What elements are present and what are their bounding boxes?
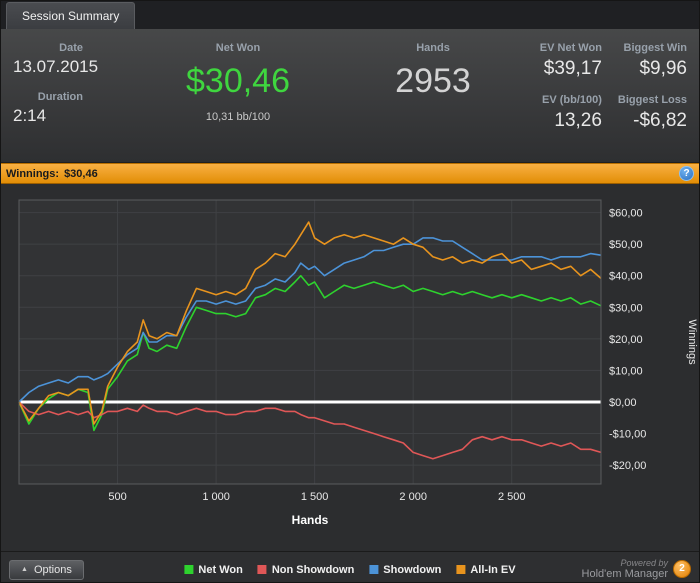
stats-header: Date 13.07.2015 Duration 2:14 Net Won $3… bbox=[1, 29, 699, 163]
ev-bb100-label: EV (bb/100) bbox=[542, 94, 602, 106]
date-label: Date bbox=[59, 42, 83, 54]
x-tick-label: 1 500 bbox=[301, 491, 329, 503]
y-tick-label: $0,00 bbox=[609, 397, 637, 409]
legend-label-all-in-ev: All-In EV bbox=[470, 563, 516, 576]
winnings-bar-label: Winnings: bbox=[6, 167, 60, 180]
y-tick-label: -$20,00 bbox=[609, 460, 646, 472]
options-button[interactable]: ▲ Options bbox=[9, 559, 84, 580]
y-tick-label: $50,00 bbox=[609, 239, 643, 251]
y-tick-label: $60,00 bbox=[609, 208, 643, 220]
ev-net-won-cell: EV Net Won $39,17 bbox=[540, 42, 602, 80]
y-tick-label: $30,00 bbox=[609, 302, 643, 314]
legend-label-non-showdown: Non Showdown bbox=[271, 563, 355, 576]
ev-net-won-label: EV Net Won bbox=[539, 42, 602, 54]
stats-hands: Hands 2953 bbox=[343, 42, 523, 154]
hm2-logo-icon: 2 bbox=[673, 560, 691, 579]
x-axis-title: Hands bbox=[292, 513, 329, 527]
hands-label: Hands bbox=[416, 42, 450, 54]
legend-item-non-showdown[interactable]: Non Showdown bbox=[257, 563, 355, 576]
powered-by-caption: Powered by bbox=[620, 557, 668, 568]
x-tick-label: 500 bbox=[108, 491, 126, 503]
winnings-title-bar: Winnings: $30,46 ? bbox=[1, 163, 699, 184]
x-tick-label: 2 000 bbox=[399, 491, 427, 503]
ev-net-won-value: $39,17 bbox=[543, 58, 602, 79]
y-tick-label: $40,00 bbox=[609, 271, 643, 283]
options-expand-icon: ▲ bbox=[21, 566, 28, 573]
series-all-in-ev bbox=[18, 221, 602, 425]
net-won-label: Net Won bbox=[215, 42, 261, 54]
biggest-win-cell: Biggest Win $9,96 bbox=[618, 42, 687, 80]
tab-session-summary[interactable]: Session Summary bbox=[6, 2, 136, 29]
y-tick-label: -$10,00 bbox=[609, 429, 646, 441]
net-won-bb100: 10,31 bb/100 bbox=[205, 111, 271, 123]
y-tick-label: $20,00 bbox=[609, 334, 643, 346]
footer-bar: ▲ Options Net Won Non Showdown Showdown All… bbox=[1, 551, 699, 582]
hands-value: 2953 bbox=[395, 62, 471, 100]
biggest-win-label: Biggest Win bbox=[623, 42, 687, 54]
ev-bb100-value: 13,26 bbox=[554, 110, 602, 131]
options-button-label: Options bbox=[33, 563, 72, 576]
duration-label: Duration bbox=[37, 91, 83, 103]
y-tick-label: $10,00 bbox=[609, 365, 643, 377]
x-tick-label: 1 000 bbox=[202, 491, 230, 503]
legend-item-all-in-ev[interactable]: All-In EV bbox=[456, 563, 516, 576]
brand-name: Hold'em Manager bbox=[581, 568, 668, 581]
legend-label-net-won: Net Won bbox=[198, 563, 243, 576]
y-axis-title: Winnings bbox=[686, 319, 698, 365]
series-non-showdown bbox=[18, 401, 602, 460]
stats-date-duration: Date 13.07.2015 Duration 2:14 bbox=[11, 42, 133, 154]
biggest-win-value: $9,96 bbox=[639, 58, 687, 79]
chart-legend: Net Won Non Showdown Showdown All-In EV bbox=[184, 563, 516, 576]
legend-swatch-net-won bbox=[184, 565, 194, 574]
plot-area bbox=[19, 200, 601, 484]
net-won-value: $30,46 bbox=[186, 62, 290, 100]
ev-bb100-cell: EV (bb/100) 13,26 bbox=[540, 94, 602, 132]
legend-swatch-non-showdown bbox=[257, 565, 267, 574]
powered-by-text: Powered by Hold'em Manager bbox=[582, 558, 668, 582]
duration-value: 2:14 bbox=[13, 106, 47, 125]
biggest-loss-label: Biggest Loss bbox=[617, 94, 687, 106]
series-showdown bbox=[18, 237, 602, 403]
legend-item-showdown[interactable]: Showdown bbox=[369, 564, 441, 576]
x-tick-label: 2 500 bbox=[498, 491, 526, 503]
winnings-chart: $60,00 $50,00 $40,00 $30,00 $20,00 $10,00 $0,0… bbox=[1, 184, 699, 551]
biggest-loss-cell: Biggest Loss -$6,82 bbox=[618, 94, 687, 132]
tab-strip: Session Summary bbox=[1, 1, 699, 29]
plot-border bbox=[18, 199, 602, 485]
stats-net-won: Net Won $30,46 10,31 bb/100 bbox=[133, 42, 343, 154]
legend-swatch-all-in-ev bbox=[456, 565, 466, 574]
powered-by-block: Powered by Hold'em Manager 2 bbox=[582, 558, 691, 582]
biggest-loss-value: -$6,82 bbox=[633, 110, 687, 131]
legend-label-showdown: Showdown bbox=[383, 563, 442, 576]
series-net-won bbox=[18, 274, 602, 432]
legend-item-net-won[interactable]: Net Won bbox=[184, 563, 243, 576]
legend-swatch-showdown bbox=[369, 565, 379, 574]
chart-canvas[interactable]: $60,00 $50,00 $40,00 $30,00 $20,00 $10,00 $0,0… bbox=[1, 184, 700, 551]
date-value: 13.07.2015 bbox=[13, 57, 99, 76]
winnings-bar-value: $30,46 bbox=[64, 167, 98, 180]
help-icon[interactable]: ? bbox=[679, 166, 694, 181]
stats-right-grid: EV Net Won $39,17 Biggest Win $9,96 EV (… bbox=[540, 42, 687, 154]
